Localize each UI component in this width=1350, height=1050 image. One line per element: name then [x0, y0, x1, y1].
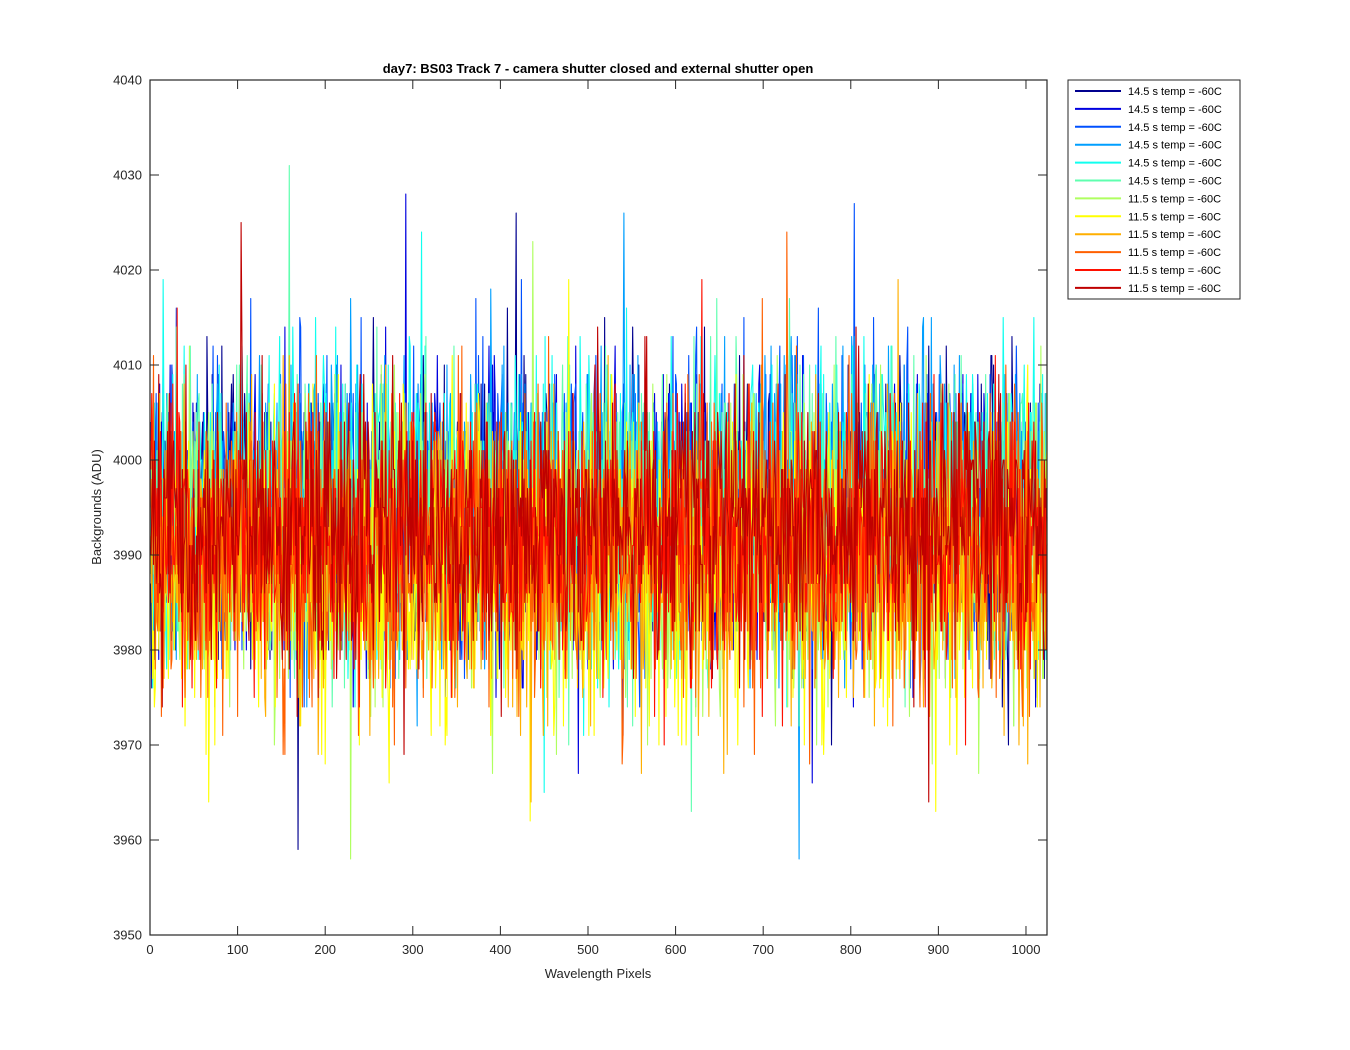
x-tick-label: 400	[490, 942, 512, 957]
legend-label: 14.5 s temp = -60C	[1128, 176, 1222, 188]
legend-label: 11.5 s temp = -60C	[1128, 283, 1221, 295]
y-tick-label: 4040	[113, 73, 142, 88]
legend-entry[interactable]: 11.5 s temp = -60C	[1075, 211, 1221, 223]
x-tick-label: 0	[146, 942, 153, 957]
y-tick-label: 3960	[113, 833, 142, 848]
y-tick-label: 4020	[113, 263, 142, 278]
legend-entry[interactable]: 14.5 s temp = -60C	[1075, 122, 1222, 134]
x-tick-label: 500	[577, 942, 599, 957]
y-tick-label: 3980	[113, 643, 142, 658]
legend-entry[interactable]: 11.5 s temp = -60C	[1075, 193, 1221, 205]
legend-label: 11.5 s temp = -60C	[1128, 265, 1221, 277]
x-tick-label: 700	[752, 942, 774, 957]
legend-label: 11.5 s temp = -60C	[1128, 193, 1221, 205]
legend-label: 14.5 s temp = -60C	[1128, 122, 1222, 134]
x-axis-label: Wavelength Pixels	[545, 966, 652, 981]
series-layer	[150, 164, 1048, 860]
x-tick-label: 800	[840, 942, 862, 957]
series-line	[150, 221, 1048, 803]
legend[interactable]: 14.5 s temp = -60C 14.5 s temp = -60C 14.5…	[1067, 79, 1241, 300]
y-tick-label: 3950	[113, 928, 142, 943]
legend-entry[interactable]: 11.5 s temp = -60C	[1075, 265, 1221, 277]
plot-area: 0 100 200 300 400 500 600 700 800 900 1000 3950 3960…	[113, 73, 1048, 957]
x-tick-label: 100	[227, 942, 249, 957]
series-line	[150, 278, 1048, 746]
legend-label: 11.5 s temp = -60C	[1128, 229, 1221, 241]
legend-entry[interactable]: 14.5 s temp = -60C	[1075, 104, 1222, 116]
legend-entry[interactable]: 11.5 s temp = -60C	[1075, 247, 1221, 259]
chart-title: day7: BS03 Track 7 - camera shutter clos…	[383, 61, 814, 76]
axis-ticks: 0 100 200 300 400 500 600 700 800 900 1000 3950 3960…	[113, 73, 1047, 957]
legend-entry[interactable]: 14.5 s temp = -60C	[1075, 158, 1222, 170]
y-axis-label: Backgrounds (ADU)	[89, 449, 104, 565]
y-tick-label: 4030	[113, 168, 142, 183]
legend-items: 14.5 s temp = -60C 14.5 s temp = -60C 14.5…	[1075, 86, 1222, 295]
x-tick-label: 1000	[1012, 942, 1041, 957]
legend-label: 11.5 s temp = -60C	[1128, 211, 1221, 223]
y-tick-label: 3970	[113, 738, 142, 753]
plot-frame	[149, 79, 1048, 936]
legend-entry[interactable]: 14.5 s temp = -60C	[1075, 176, 1222, 188]
legend-label: 14.5 s temp = -60C	[1128, 86, 1222, 98]
legend-entry[interactable]: 11.5 s temp = -60C	[1075, 229, 1221, 241]
x-tick-label: 300	[402, 942, 424, 957]
y-tick-label: 3990	[113, 548, 142, 563]
legend-label: 14.5 s temp = -60C	[1128, 104, 1222, 116]
y-tick-label: 4010	[113, 358, 142, 373]
legend-label: 14.5 s temp = -60C	[1128, 140, 1222, 152]
legend-label: 14.5 s temp = -60C	[1128, 158, 1222, 170]
legend-box	[1067, 79, 1241, 300]
x-tick-label: 600	[665, 942, 687, 957]
y-tick-label: 4000	[113, 453, 142, 468]
legend-entry[interactable]: 14.5 s temp = -60C	[1075, 86, 1222, 98]
legend-entry[interactable]: 11.5 s temp = -60C	[1075, 283, 1221, 295]
legend-entry[interactable]: 14.5 s temp = -60C	[1075, 140, 1222, 152]
legend-label: 11.5 s temp = -60C	[1128, 247, 1221, 259]
x-tick-label: 900	[928, 942, 950, 957]
x-tick-label: 200	[314, 942, 336, 957]
